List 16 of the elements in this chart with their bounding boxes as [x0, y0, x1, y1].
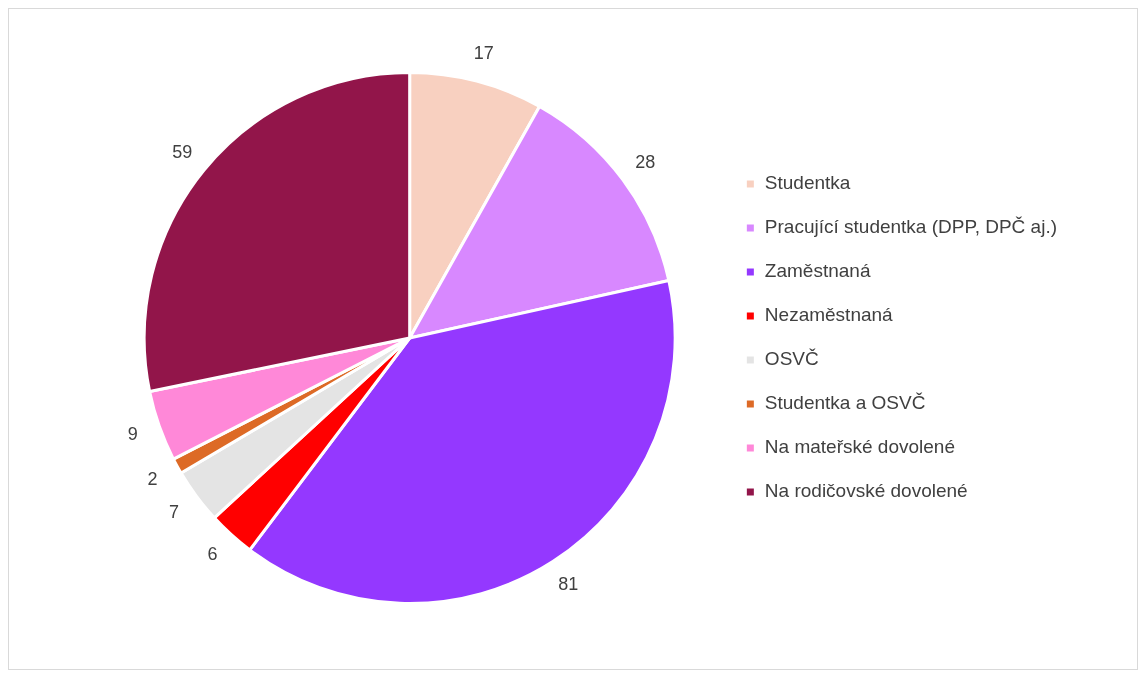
data-label: 7: [169, 501, 180, 522]
legend-label: Studentka: [764, 172, 851, 194]
data-label: 28: [635, 151, 656, 172]
legend-label: Studentka a OSVČ: [764, 392, 926, 414]
legend-label: Na mateřské dovolené: [764, 436, 955, 458]
data-label: 2: [147, 468, 158, 489]
legend-label: OSVČ: [764, 348, 819, 370]
legend-label: Na rodičovské dovolené: [764, 480, 968, 502]
data-label: 59: [172, 141, 193, 162]
data-label: 6: [207, 544, 218, 565]
legend-label: Nezaměstnaná: [764, 304, 894, 326]
legend-label: Zaměstnaná: [764, 260, 871, 282]
legend-label: Pracující studentka (DPP, DPČ aj.): [764, 216, 1057, 238]
data-label: 9: [127, 424, 138, 445]
data-label: 81: [558, 573, 579, 594]
data-label: 17: [473, 43, 494, 63]
